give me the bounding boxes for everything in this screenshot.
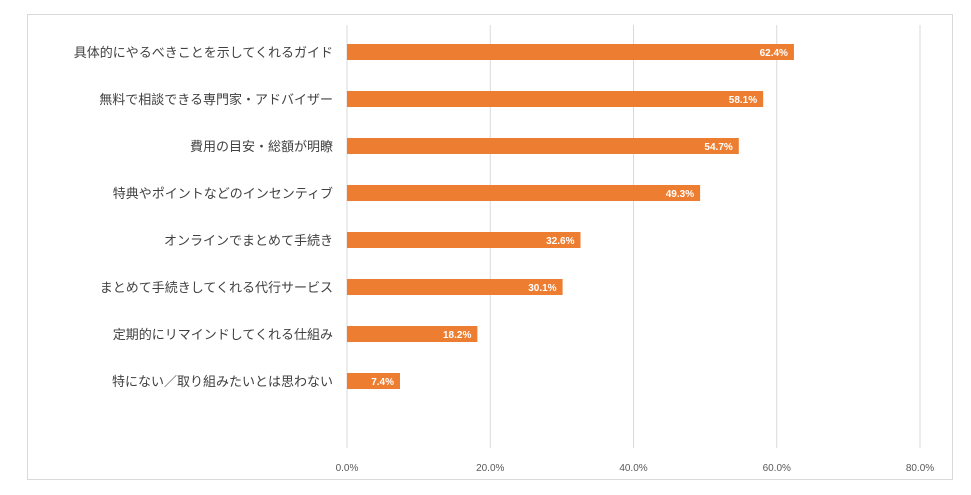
bar [347,44,794,60]
category-label: 定期的にリマインドしてくれる仕組み [113,327,333,343]
data-label: 18.2% [443,330,471,341]
category-label: まとめて手続きしてくれる代行サービス [100,281,333,296]
data-label: 32.6% [546,236,574,247]
bars [347,44,794,389]
x-tick-label: 20.0% [476,463,504,474]
chart-area: 具体的にやるべきことを示してくれるガイド無料で相談できる専門家・アドバイザー費用… [27,14,953,480]
bar [347,326,478,342]
category-label: オンラインでまとめて手続き [164,234,333,249]
data-labels: 62.4% 58.1% 54.7% 49.3% 32.6% 30.1% 18.2% 7.4% [371,48,788,388]
data-label: 58.1% [729,95,757,106]
data-label: 62.4% [760,48,788,59]
data-label: 7.4% [371,377,394,388]
data-label: 30.1% [528,283,556,294]
bar [347,185,701,201]
category-label: 費用の目安・総額が明瞭 [190,140,333,155]
category-label: 特典やポイントなどのインセンティブ [113,186,333,202]
x-tick-label: 0.0% [336,463,359,474]
category-label: 無料で相談できる専門家・アドバイザー [99,92,333,108]
bar [347,91,764,107]
x-axis-tick-labels: 0.0% 20.0% 40.0% 60.0% 80.0% [336,463,935,474]
bar [347,279,563,295]
data-label: 54.7% [704,142,732,153]
x-tick-label: 80.0% [906,463,934,474]
x-tick-label: 60.0% [763,463,791,474]
bar [347,373,401,389]
x-tick-label: 40.0% [619,463,647,474]
category-label: 具体的にやるべきことを示してくれるガイド [74,45,333,61]
bar [347,138,739,154]
category-label: 特にない／取り組みたいとは思わない [112,375,333,390]
category-labels: 具体的にやるべきことを示してくれるガイド無料で相談できる専門家・アドバイザー費用… [74,45,333,390]
bar-chart: 具体的にやるべきことを示してくれるガイド無料で相談できる専門家・アドバイザー費用… [74,25,935,474]
bar [347,232,581,248]
data-label: 49.3% [666,189,694,200]
